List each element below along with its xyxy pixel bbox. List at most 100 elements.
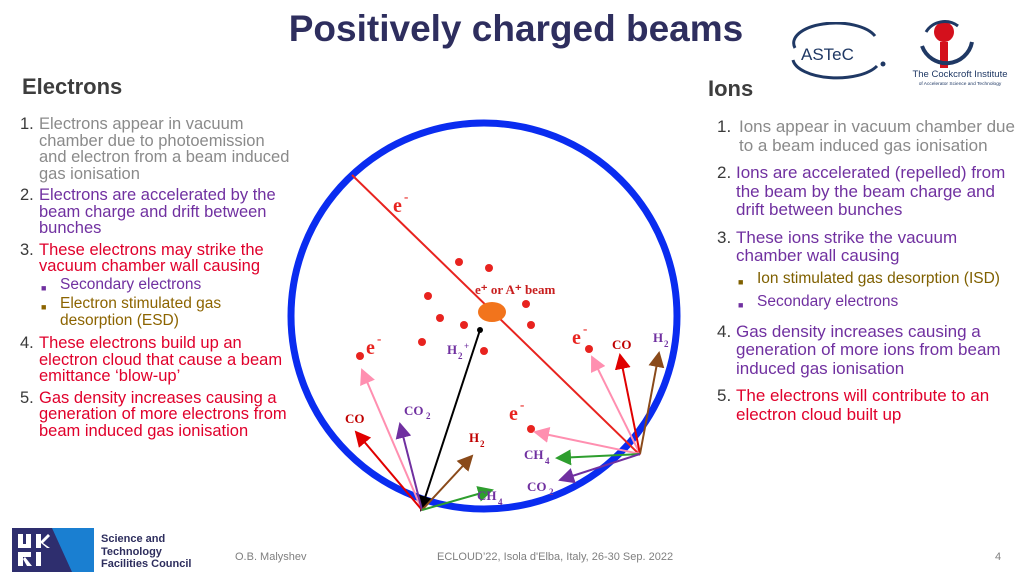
beam-label: e⁺ or A⁺ beam — [475, 282, 555, 297]
electron-label: e — [572, 327, 581, 349]
ions-heading: Ions — [708, 76, 754, 101]
electrons-item-5: 5. Gas density increases causing a gener… — [20, 388, 290, 440]
list-text: The electrons will contribute to an elec… — [736, 386, 990, 424]
list-text: Ions appear in vacuum chamber due to a b… — [739, 117, 1015, 155]
list-number: 2. — [717, 163, 732, 182]
sub-text: Ion stimulated gas desorption (ISD) — [757, 269, 1000, 287]
h2-subscript: 2 — [664, 339, 669, 349]
stfc-line: Science and — [101, 533, 166, 545]
ion-path-arrow — [417, 329, 481, 512]
co2-subscript: 2 — [549, 487, 554, 497]
page-number: 4 — [995, 551, 1002, 563]
electrons-subitem-1: ■ Secondary electrons — [41, 275, 290, 297]
co-desorption-arrow — [614, 353, 641, 455]
ch4-desorption-arrow — [421, 486, 494, 511]
square-bullet-icon: ■ — [738, 276, 744, 287]
ions-item-5: 5. The electrons will contribute to an e… — [717, 386, 1017, 424]
ch4-subscript: 4 — [498, 497, 503, 507]
cockcroft-logo-name: The Cockcroft Institute — [912, 69, 1007, 80]
ions-item-2: 2. Ions are accelerated (repelled) from … — [717, 163, 1017, 220]
ch4-label: CH — [524, 447, 544, 462]
list-text: Gas density increases causing a generati… — [736, 321, 1001, 378]
list-number: 5. — [20, 388, 34, 407]
h2-ion-label: H — [447, 342, 457, 357]
list-text: These electrons build up an electron clo… — [39, 334, 283, 385]
list-text: These electrons may strike the vacuum ch… — [39, 240, 264, 275]
sub-text: Secondary electrons — [60, 275, 202, 293]
co-label: CO — [345, 411, 365, 426]
list-text: Electrons appear in vacuum chamber due t… — [39, 115, 290, 183]
electron-dot — [418, 338, 426, 346]
list-text: These ions strike the vacuum chamber wal… — [736, 227, 958, 265]
electron-dot — [585, 345, 593, 353]
list-number: 1. — [717, 117, 732, 136]
list-number: 2. — [20, 186, 34, 204]
list-number: 4. — [717, 321, 732, 341]
page-title: Positively charged beams — [288, 8, 744, 49]
list-number: 4. — [20, 334, 34, 352]
list-text: Ions are accelerated (repelled) from the… — [736, 163, 1006, 219]
stfc-line: Facilities Council — [101, 558, 192, 570]
h2-desorption-arrow — [639, 351, 665, 455]
electron-label: e — [393, 195, 402, 217]
square-bullet-icon: ■ — [41, 282, 47, 293]
electrons-subitem-2: ■ Electron stimulated gas desorption (ES… — [41, 295, 290, 329]
electron-dot — [455, 258, 463, 266]
electron-charge: - — [583, 321, 587, 336]
ions-item-4: 4. Gas density increases causing a gener… — [717, 321, 1017, 379]
ch4-label: CH — [477, 488, 497, 503]
positive-beam — [478, 302, 506, 322]
co-desorption-arrow — [354, 430, 423, 511]
list-number: 3. — [717, 227, 732, 247]
electron-charge: - — [520, 397, 524, 412]
co2-desorption-arrow — [558, 453, 641, 484]
electron-dot — [480, 347, 488, 355]
sub-text: Electron stimulated gas desorption (ESD) — [60, 295, 222, 329]
h2-subscript: 2 — [480, 439, 485, 449]
electrons-item-4: 4. These electrons build up an electron … — [20, 335, 290, 385]
list-number: 5. — [717, 386, 732, 405]
ions-item-1: 1. Ions appear in vacuum chamber due to … — [717, 117, 1017, 155]
co2-desorption-arrow — [395, 422, 423, 511]
ch4-desorption-arrow — [555, 449, 641, 466]
co-label: CO — [612, 337, 632, 352]
electron-dot — [436, 314, 444, 322]
co2-subscript: 2 — [426, 411, 431, 421]
square-bullet-icon: ■ — [41, 302, 47, 312]
footer-author: O.B. Malyshev — [235, 551, 307, 563]
electron-charge: - — [377, 331, 381, 346]
h2-label: H — [653, 330, 663, 345]
electron-dot — [527, 425, 535, 433]
astec-logo-text: ASTeC — [801, 45, 854, 64]
ions-item-3: 3. These ions strike the vacuum chamber … — [717, 227, 1017, 266]
electron-arrow — [533, 427, 641, 455]
electron-dot — [460, 321, 468, 329]
h2-label: H — [469, 430, 479, 445]
secondary-electron-arrow — [360, 368, 423, 511]
electron-dot — [485, 264, 493, 272]
h2-desorption-arrow — [421, 454, 474, 511]
electron-label: e — [509, 403, 518, 425]
electron-charges — [356, 258, 593, 433]
electrons-list: 1. Electrons appear in vacuum chamber du… — [20, 116, 290, 444]
ions-list: 1. Ions appear in vacuum chamber due to … — [717, 117, 1017, 429]
electron-dot — [527, 321, 535, 329]
electron-dot — [356, 352, 364, 360]
ch4-subscript: 4 — [545, 456, 550, 466]
chamber-wall — [287, 119, 681, 513]
electrons-heading: Electrons — [22, 74, 123, 99]
list-number: 1. — [20, 115, 34, 133]
stfc-line: Technology — [101, 545, 162, 558]
list-text: Electrons are accelerated by the beam ch… — [39, 186, 276, 237]
square-bullet-icon: ■ — [738, 300, 744, 310]
stfc-logo-text: Science and Technology Facilities Counci… — [101, 533, 191, 571]
electron-label: e — [366, 337, 375, 359]
ions-subitem-2: ■ Secondary electrons — [738, 293, 1017, 315]
co2-label: CO — [404, 403, 424, 418]
cockcroft-logo-sub: of Accelerator Science and Technology — [919, 81, 1002, 87]
electron-charge: - — [404, 189, 408, 204]
h2-ion-charge: + — [464, 341, 469, 351]
electrons-item-3: 3. These electrons may strike the vacuum… — [20, 240, 290, 275]
electrons-item-1: 1. Electrons appear in vacuum chamber du… — [20, 116, 290, 182]
